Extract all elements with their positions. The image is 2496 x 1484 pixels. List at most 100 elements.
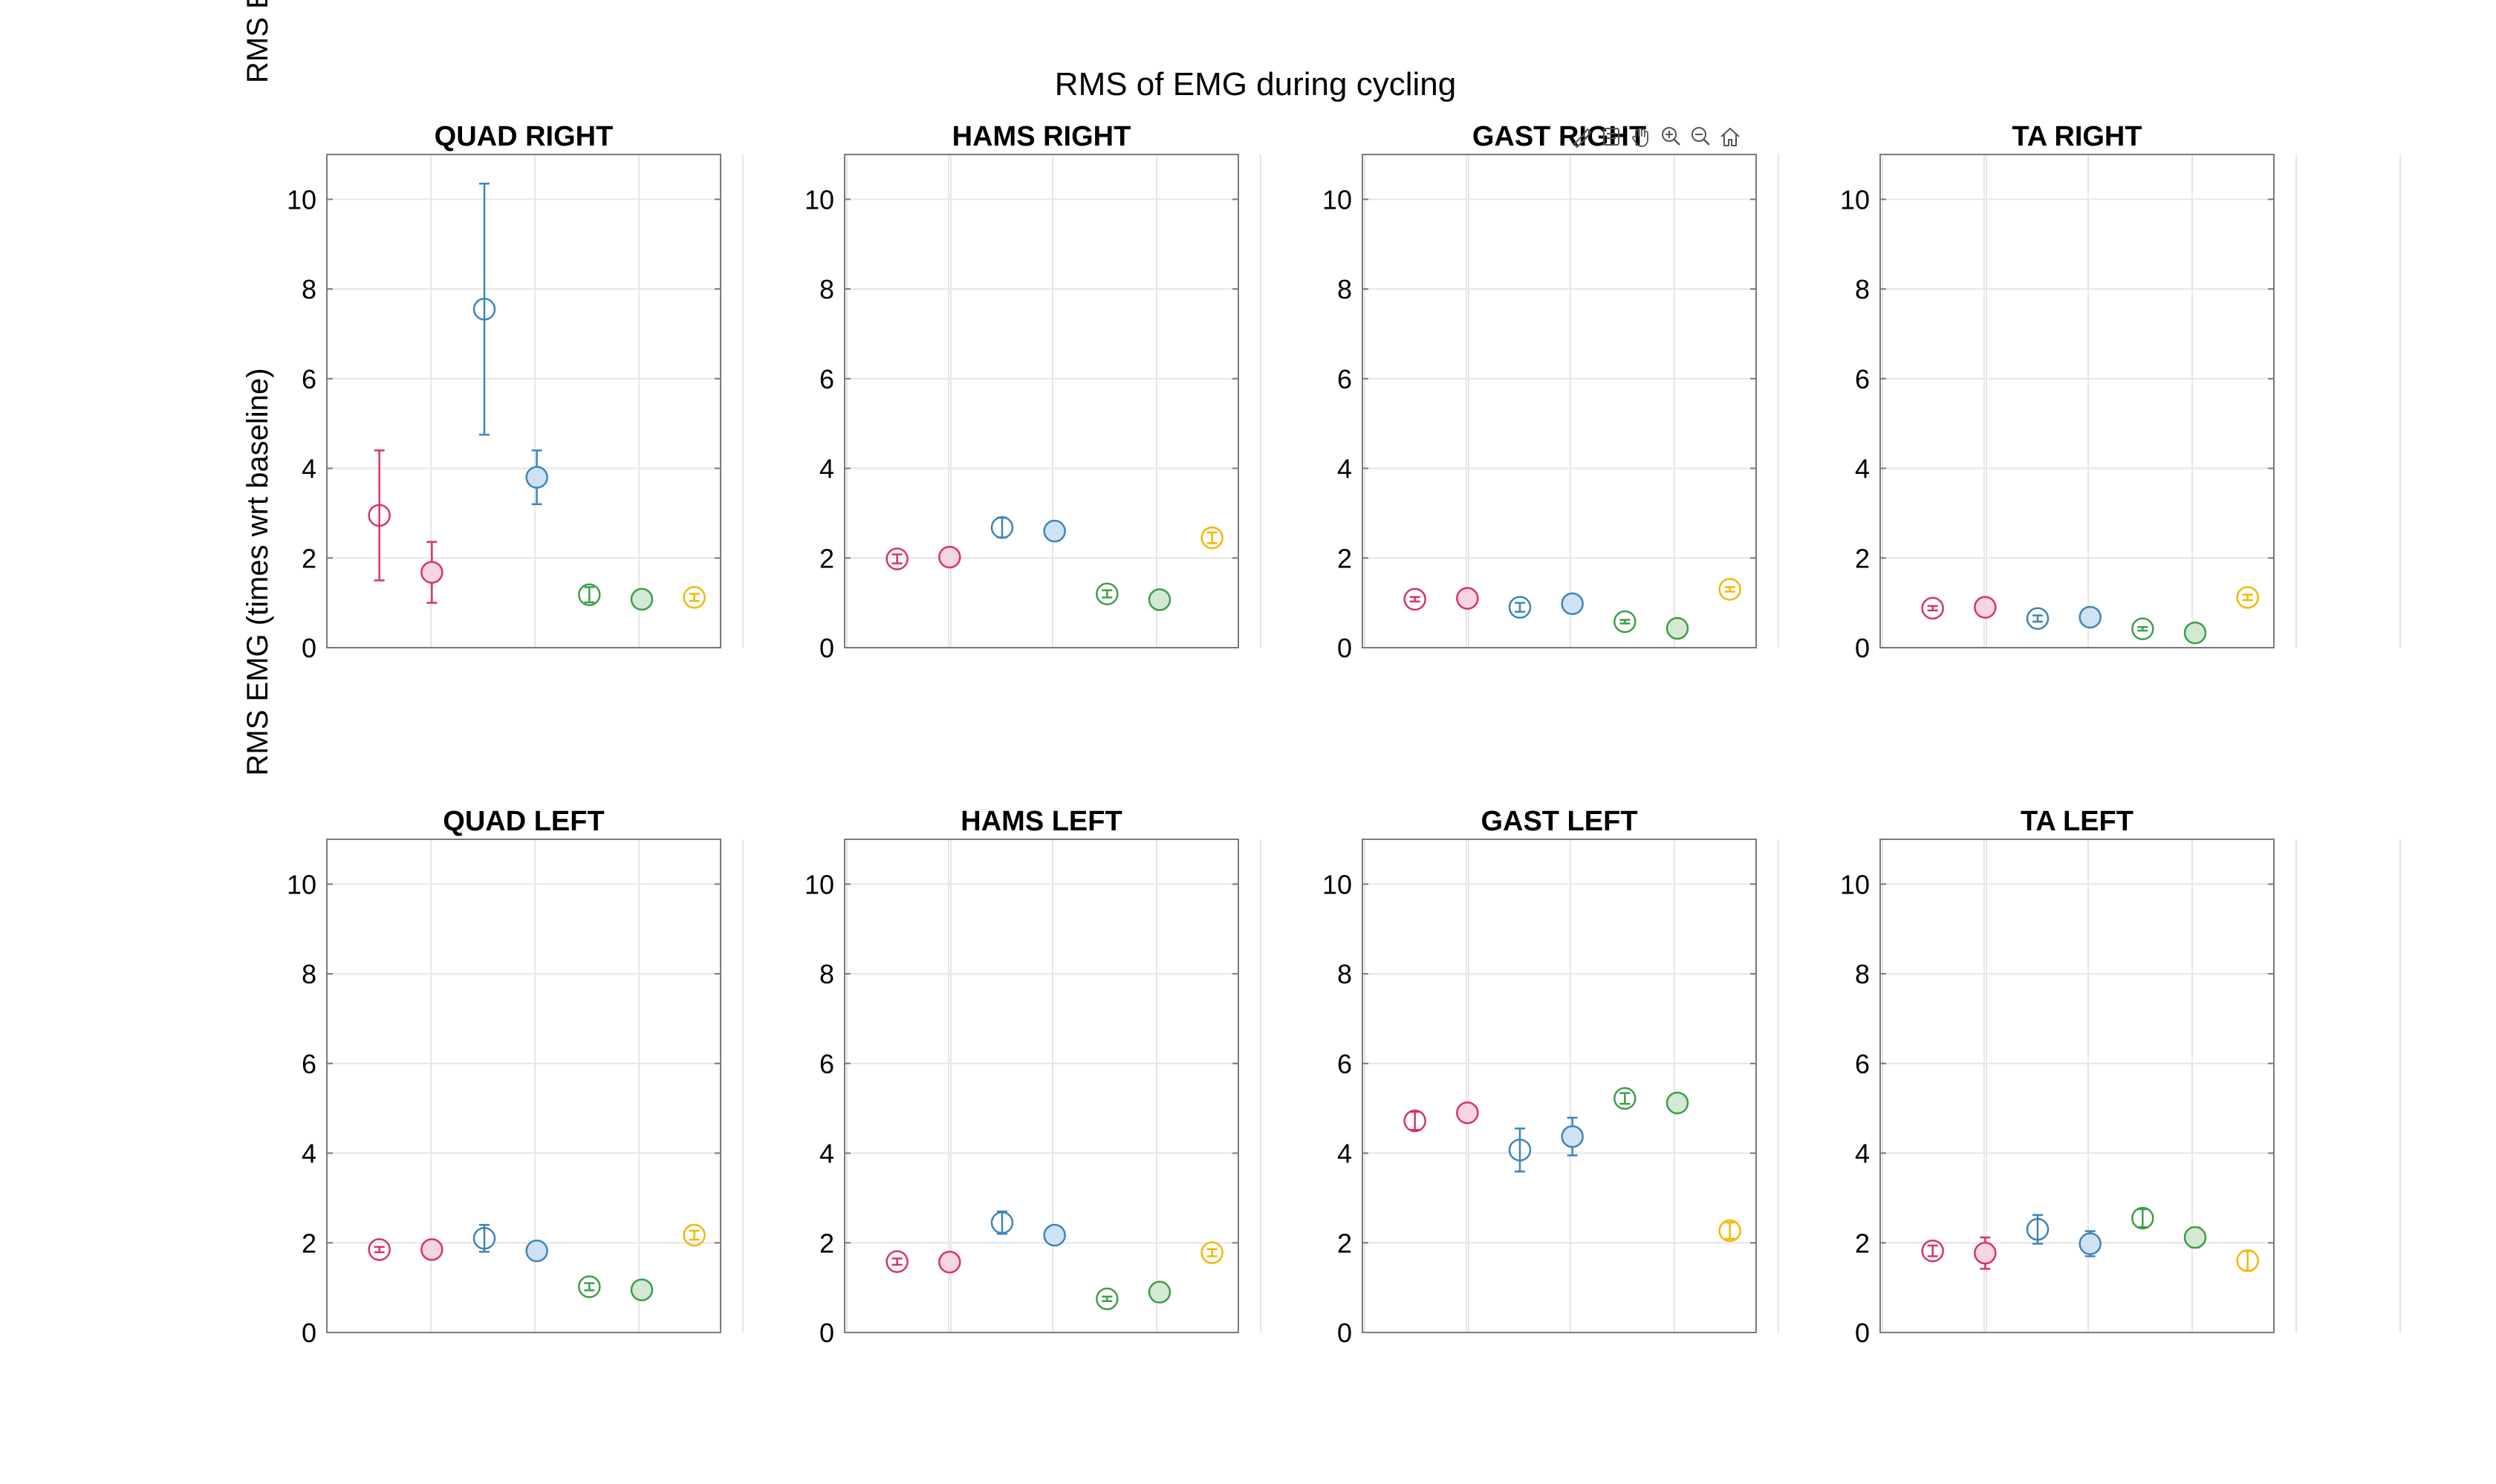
marker <box>2131 1206 2154 1230</box>
y-tick-label: 8 <box>1337 274 1352 305</box>
data-point <box>368 1238 391 1261</box>
data-point <box>2236 1249 2259 1272</box>
marker <box>525 1239 548 1263</box>
marker <box>2079 1232 2102 1255</box>
y-tick-label: 2 <box>819 543 834 573</box>
data-point <box>1718 1219 1741 1243</box>
marker <box>368 1238 391 1261</box>
marker <box>2079 605 2102 629</box>
marker <box>1200 1241 1223 1264</box>
y-tick-label: 4 <box>1337 1139 1352 1169</box>
marker <box>1148 588 1171 611</box>
subplot-grid: 0 2 4 6 8 10 QUAD RIGHT 0 2 4 6 8 10 HAMS RIGHT 0 2 4 6 8 1… <box>287 121 2401 1348</box>
y-tick-label: 6 <box>1855 1049 1870 1079</box>
subplot-title: GAST RIGHT <box>1472 121 1646 152</box>
data-point <box>420 541 443 604</box>
data-point <box>1718 578 1741 601</box>
zoom-out-button[interactable] <box>1686 122 1715 152</box>
data-point <box>578 583 601 607</box>
y-tick-label: 4 <box>1855 454 1870 484</box>
marker <box>525 466 548 489</box>
subplot-ta-right: 0 2 4 6 8 10 TA RIGHT <box>1840 121 2401 663</box>
marker <box>990 1211 1014 1234</box>
subplot-gast-left: 0 2 4 6 8 10 GAST LEFT <box>1322 806 1987 1348</box>
data-point <box>420 1238 443 1261</box>
y-tick-label: 2 <box>1855 1228 1870 1258</box>
brush-button[interactable] <box>1567 122 1596 152</box>
subplot-title: HAMS RIGHT <box>952 121 1131 152</box>
y-tick-label: 4 <box>819 454 834 484</box>
y-tick-label: 6 <box>302 364 316 394</box>
data-point <box>1561 1116 1584 1156</box>
datatip-button[interactable] <box>1597 122 1625 152</box>
y-tick-label: 10 <box>805 184 834 215</box>
data-point <box>2079 1230 2102 1257</box>
data-point <box>472 1223 496 1253</box>
data-point <box>885 547 909 570</box>
marker <box>1096 582 1119 605</box>
y-tick-label: 0 <box>1855 1318 1870 1348</box>
y-tick-label: 8 <box>819 274 834 305</box>
y-tick-label: 0 <box>819 633 834 663</box>
axes-box <box>1362 154 1757 648</box>
axes-box <box>1362 839 1757 1333</box>
data-point <box>990 515 1014 539</box>
data-point <box>368 449 391 582</box>
marker <box>1974 596 1997 619</box>
marker <box>420 1238 443 1261</box>
data-point <box>1096 582 1119 605</box>
data-point <box>1508 596 1532 619</box>
y-tick-label: 6 <box>1855 364 1870 394</box>
y-tick-label: 6 <box>819 364 834 394</box>
pan-button[interactable] <box>1627 122 1655 152</box>
home-button[interactable] <box>1716 122 1744 152</box>
zoom-in-icon <box>1662 127 1680 146</box>
data-point <box>1456 1101 1479 1125</box>
data-point <box>1921 1239 1944 1263</box>
marker <box>1613 1087 1637 1110</box>
marker <box>683 1223 706 1247</box>
subplot-title: QUAD RIGHT <box>435 121 614 152</box>
marker <box>1561 592 1584 616</box>
data-point <box>1974 596 1997 619</box>
axes-box <box>326 839 721 1333</box>
data-point <box>630 588 654 611</box>
marker <box>1613 610 1637 634</box>
data-point <box>1403 588 1426 611</box>
marker <box>368 504 391 527</box>
subplot-title: TA RIGHT <box>2012 121 2142 152</box>
marker <box>2183 621 2207 645</box>
pan-hand-icon <box>1632 128 1648 147</box>
marker <box>683 586 706 609</box>
zoom-in-button[interactable] <box>1657 122 1685 152</box>
marker <box>630 588 654 611</box>
y-tick-label: 0 <box>302 633 316 663</box>
y-tick-label: 2 <box>1855 543 1870 573</box>
data-point <box>1561 592 1584 616</box>
marker <box>420 561 443 584</box>
y-tick-label: 10 <box>287 184 316 215</box>
subplot-title: HAMS LEFT <box>961 806 1122 837</box>
y-tick-label: 6 <box>1337 1049 1352 1079</box>
marker <box>1403 588 1426 611</box>
marker <box>1921 1239 1944 1263</box>
axes-box <box>1879 839 2275 1333</box>
home-icon <box>1720 128 1740 146</box>
marker <box>2026 607 2050 631</box>
data-point <box>1043 1223 1066 1247</box>
axes-box <box>844 839 1239 1333</box>
marker <box>1718 1219 1741 1243</box>
y-tick-label: 0 <box>1337 1318 1352 1348</box>
subplot-gast-right: 0 2 4 6 8 10 GAST RIGHT <box>1322 121 1987 663</box>
data-point <box>2026 1214 2050 1245</box>
datatip-icon <box>1603 128 1619 146</box>
data-point <box>1613 1087 1637 1110</box>
data-point <box>2026 607 2050 631</box>
data-point <box>472 182 496 436</box>
data-point <box>1613 610 1637 634</box>
data-point <box>2183 621 2207 645</box>
data-point <box>885 1250 909 1273</box>
marker <box>938 545 961 569</box>
axes-box <box>326 154 721 648</box>
marker <box>2026 1217 2050 1241</box>
